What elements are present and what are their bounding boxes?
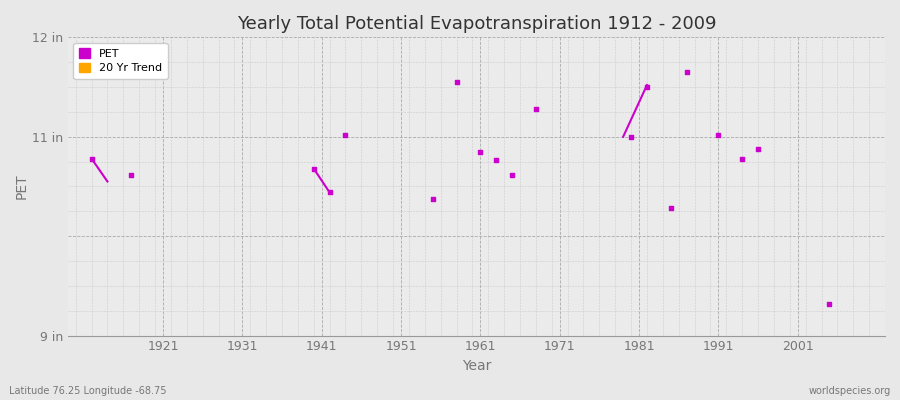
Point (640, 84, 654, 90)
Point (751, 146, 765, 152)
Text: Latitude 76.25 Longitude -68.75: Latitude 76.25 Longitude -68.75 (9, 386, 166, 396)
Point (426, 196, 440, 202)
Point (505, 171, 519, 178)
Point (124, 171, 139, 178)
Point (473, 148, 488, 155)
Point (528, 106, 543, 112)
Point (307, 165, 321, 172)
Text: worldspecies.org: worldspecies.org (809, 386, 891, 396)
Point (322, 189, 337, 196)
Point (711, 132, 725, 138)
Point (338, 132, 353, 138)
Point (85, 156, 99, 162)
Point (663, 205, 678, 212)
Title: Yearly Total Potential Evapotranspiration 1912 - 2009: Yearly Total Potential Evapotranspiratio… (237, 15, 716, 33)
Legend: PET, 20 Yr Trend: PET, 20 Yr Trend (73, 43, 167, 79)
Y-axis label: PET: PET (15, 174, 29, 199)
Point (735, 156, 750, 162)
Point (680, 69, 694, 75)
Point (823, 300, 837, 307)
Point (489, 156, 503, 163)
X-axis label: Year: Year (462, 359, 491, 373)
Point (624, 134, 638, 140)
Point (449, 79, 464, 85)
